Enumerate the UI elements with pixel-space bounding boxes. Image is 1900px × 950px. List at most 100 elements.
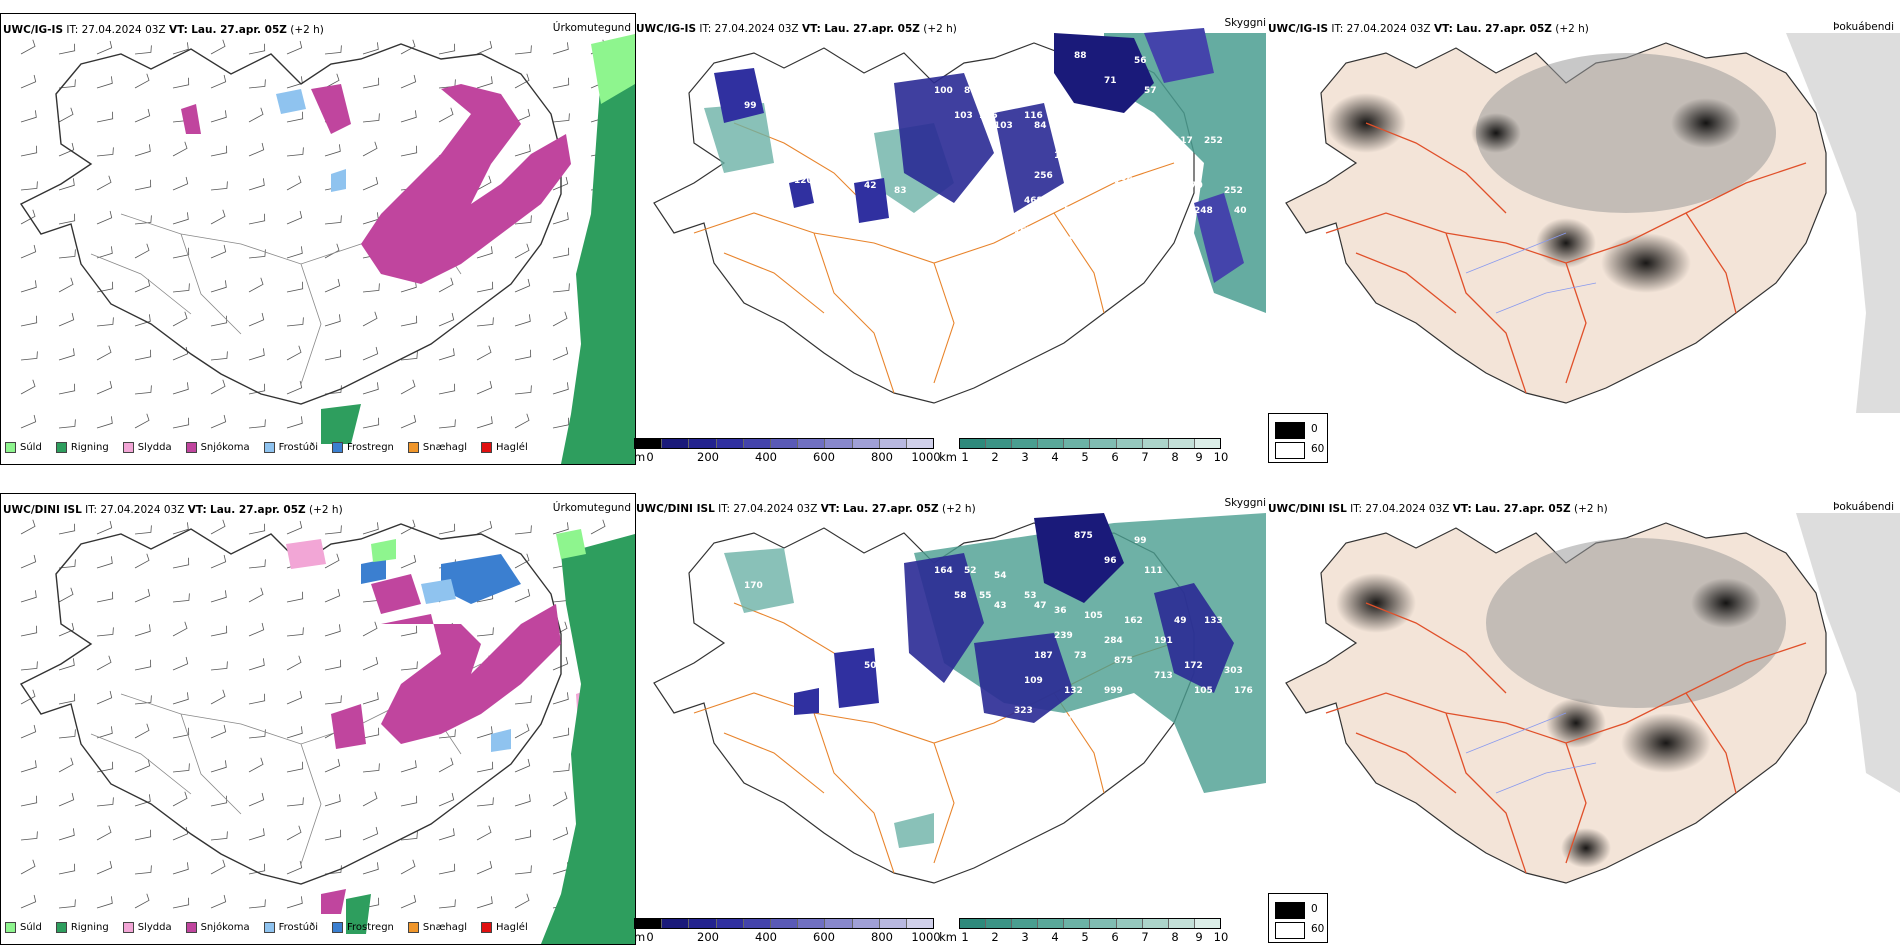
wind-barb: [286, 40, 303, 55]
iceland-coastline: [653, 42, 1195, 404]
wind-barb: [362, 692, 379, 705]
wind-barb: [590, 519, 606, 535]
wind-barb: [552, 42, 569, 55]
wind-barb: [20, 831, 38, 841]
legend-item: Snjókoma: [185, 442, 250, 453]
wind-barb: [20, 280, 37, 293]
wind-barb: [210, 859, 226, 875]
wind-barb: [438, 792, 455, 807]
wind-barb: [400, 831, 418, 841]
wind-barb: [324, 553, 340, 569]
wind-barb: [134, 695, 152, 705]
wind-barb: [362, 77, 380, 89]
legend-swatch: [185, 442, 197, 453]
wind-barb: [324, 215, 342, 225]
wind-barb: [210, 795, 228, 807]
wind-barb: [362, 283, 380, 293]
wind-barb: [552, 656, 569, 671]
wind-barb: [134, 45, 152, 55]
wind-barb: [210, 554, 227, 569]
ceiling-tick: 800: [871, 450, 893, 464]
visibility-tick: 3: [1021, 930, 1029, 944]
wind-barb: [324, 695, 342, 705]
road-network: [1325, 122, 1807, 394]
wind-barb: [362, 311, 378, 327]
wind-barb: [210, 145, 228, 157]
fog-index-panel-top: UWC/IG-IS IT: 27.04.2024 03Z VT: Lau. 27…: [1266, 13, 1900, 413]
wind-barb: [58, 559, 76, 569]
ceiling-value-label: 248: [1194, 206, 1213, 216]
snowfall-area: [381, 604, 561, 744]
ceiling-unit: m: [634, 930, 646, 944]
wind-barb: [210, 244, 227, 259]
wind-barb: [286, 797, 304, 807]
wind-barb: [172, 77, 190, 89]
ceiling-value-label: 191: [1154, 636, 1173, 646]
legend-swatch: [481, 922, 493, 933]
wind-barb: [172, 826, 189, 841]
wind-barb: [324, 278, 341, 293]
rain-area: [541, 534, 635, 944]
wind-barb: [476, 175, 492, 191]
wind-barb: [400, 894, 417, 909]
wind-barb: [58, 348, 75, 361]
legend-item: Slydda: [122, 922, 172, 933]
low-visibility-area: [704, 103, 954, 213]
ceiling-value-label: 176: [1234, 686, 1253, 696]
wind-barb: [400, 554, 417, 569]
rain-area: [561, 34, 635, 464]
wind-barb: [58, 312, 75, 327]
precip-map-bottom: [19, 519, 635, 944]
wind-barb: [324, 624, 341, 637]
ceiling-value-label: 36: [1054, 606, 1067, 616]
legend-swatch: [332, 922, 343, 933]
wind-barb: [476, 797, 494, 807]
ceiling-value-label: 116: [1024, 111, 1043, 121]
legend-item: Snjókoma: [185, 922, 250, 933]
wind-barb: [248, 79, 266, 89]
wind-barb: [286, 761, 304, 773]
visibility-tick: 5: [1081, 930, 1089, 944]
wind-barb: [514, 588, 531, 603]
ceiling-value-label: 99: [744, 101, 757, 111]
precip-type-panel-top: UWC/IG-IS IT: 27.04.2024 03Z VT: Lau. 27…: [0, 13, 636, 465]
wind-barb: [20, 351, 38, 361]
wind-barb: [286, 690, 303, 705]
legend-swatch: [122, 442, 134, 453]
wind-barb: [20, 39, 36, 55]
drizzle-area: [591, 34, 635, 104]
wind-barb: [286, 147, 304, 157]
wind-barb: [134, 553, 150, 569]
wind-barb: [20, 244, 37, 259]
wind-barb: [172, 862, 189, 875]
wind-barb: [552, 346, 569, 361]
panel-header: UWC/IG-IS IT: 27.04.2024 03Z VT: Lau. 27…: [1268, 23, 1589, 35]
low-ceiling-area: [794, 648, 879, 715]
wind-barb: [134, 144, 151, 157]
wind-barb: [324, 73, 340, 89]
wind-barb: [286, 655, 302, 671]
wind-barb: [210, 209, 226, 225]
ceiling-value-label: 109: [1024, 676, 1043, 686]
visibility-tick: 8: [1171, 450, 1179, 464]
wind-barb: [552, 113, 570, 123]
ceiling-value-label: 58: [954, 591, 967, 601]
fog-map-bottom: [1285, 513, 1900, 884]
wind-barb: [362, 113, 380, 123]
ceiling-value-label: 172: [1054, 151, 1073, 161]
wind-barb: [210, 625, 228, 637]
wind-barb: [20, 110, 37, 123]
road-network: [693, 122, 1175, 394]
wind-barb: [96, 690, 113, 705]
ceiling-tick: 0: [646, 450, 654, 464]
legend-swatch: [122, 922, 134, 933]
wind-barb: [20, 519, 36, 535]
wind-barb: [514, 314, 531, 327]
wind-barb: [438, 523, 456, 535]
wind-barb: [58, 249, 76, 259]
colorbar-segment: [879, 439, 907, 448]
wind-barb: [172, 417, 190, 429]
low-ceiling-area: [894, 73, 1064, 213]
colorbar-segment: [879, 919, 907, 928]
